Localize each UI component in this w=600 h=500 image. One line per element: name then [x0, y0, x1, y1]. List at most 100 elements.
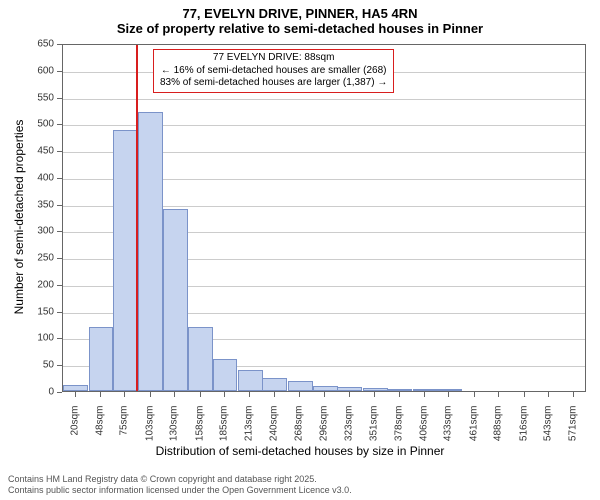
x-tick-mark — [274, 392, 275, 397]
y-tick-mark — [57, 231, 62, 232]
x-tick-mark — [474, 392, 475, 397]
footer-line2: Contains public sector information licen… — [8, 485, 352, 496]
x-tick-mark — [498, 392, 499, 397]
x-tick-mark — [548, 392, 549, 397]
x-tick-label: 20sqm — [69, 406, 80, 456]
x-tick-mark — [124, 392, 125, 397]
histogram-bar — [188, 327, 213, 391]
gridline — [63, 99, 585, 100]
y-tick-mark — [57, 178, 62, 179]
y-tick-mark — [57, 124, 62, 125]
y-tick-label: 50 — [0, 360, 54, 371]
x-tick-label: 185sqm — [218, 406, 229, 456]
x-tick-mark — [299, 392, 300, 397]
x-tick-mark — [100, 392, 101, 397]
histogram-bar — [89, 327, 114, 391]
x-tick-mark — [75, 392, 76, 397]
histogram-bar — [138, 112, 163, 391]
x-tick-label: 351sqm — [369, 406, 380, 456]
y-tick-mark — [57, 312, 62, 313]
histogram-bar — [163, 209, 188, 391]
annotation-line: 77 EVELYN DRIVE: 88sqm — [160, 52, 387, 65]
histogram-bar — [437, 389, 462, 391]
x-tick-mark — [524, 392, 525, 397]
x-tick-mark — [249, 392, 250, 397]
x-tick-mark — [374, 392, 375, 397]
annotation-box: 77 EVELYN DRIVE: 88sqm← 16% of semi-deta… — [153, 49, 394, 93]
x-tick-label: 323sqm — [343, 406, 354, 456]
y-tick-label: 400 — [0, 172, 54, 183]
histogram-bar — [213, 359, 238, 391]
x-tick-label: 433sqm — [443, 406, 454, 456]
histogram-bar — [113, 130, 138, 391]
histogram-bar — [262, 378, 287, 391]
footer-line1: Contains HM Land Registry data © Crown c… — [8, 474, 352, 485]
y-tick-label: 300 — [0, 226, 54, 237]
x-tick-label: 48sqm — [95, 406, 106, 456]
y-tick-label: 550 — [0, 92, 54, 103]
histogram-bar — [337, 387, 362, 391]
property-marker-line — [136, 45, 138, 391]
y-tick-mark — [57, 205, 62, 206]
y-tick-mark — [57, 338, 62, 339]
y-tick-mark — [57, 44, 62, 45]
x-tick-label: 543sqm — [542, 406, 553, 456]
x-tick-mark — [399, 392, 400, 397]
x-tick-label: 406sqm — [419, 406, 430, 456]
x-tick-label: 378sqm — [393, 406, 404, 456]
annotation-line: ← 16% of semi-detached houses are smalle… — [160, 65, 387, 78]
x-tick-mark — [448, 392, 449, 397]
y-tick-mark — [57, 98, 62, 99]
y-tick-label: 500 — [0, 119, 54, 130]
y-tick-label: 0 — [0, 387, 54, 398]
x-tick-label: 461sqm — [468, 406, 479, 456]
plot-area: 77 EVELYN DRIVE: 88sqm← 16% of semi-deta… — [62, 44, 586, 392]
y-tick-label: 350 — [0, 199, 54, 210]
y-tick-mark — [57, 392, 62, 393]
y-tick-mark — [57, 151, 62, 152]
x-tick-label: 103sqm — [144, 406, 155, 456]
x-tick-label: 296sqm — [319, 406, 330, 456]
x-tick-label: 571sqm — [568, 406, 579, 456]
histogram-bar — [288, 381, 313, 391]
x-tick-label: 130sqm — [169, 406, 180, 456]
x-tick-label: 213sqm — [244, 406, 255, 456]
x-tick-mark — [200, 392, 201, 397]
chart-title-line2: Size of property relative to semi-detach… — [0, 21, 600, 36]
y-tick-label: 200 — [0, 279, 54, 290]
y-tick-label: 450 — [0, 146, 54, 157]
x-tick-mark — [573, 392, 574, 397]
x-tick-mark — [349, 392, 350, 397]
x-tick-label: 75sqm — [119, 406, 130, 456]
x-tick-mark — [324, 392, 325, 397]
y-tick-label: 600 — [0, 65, 54, 76]
histogram-bar — [413, 389, 438, 391]
y-tick-label: 100 — [0, 333, 54, 344]
y-tick-label: 150 — [0, 306, 54, 317]
footer-attribution: Contains HM Land Registry data © Crown c… — [8, 474, 352, 496]
histogram-bar — [387, 389, 412, 391]
y-tick-mark — [57, 285, 62, 286]
histogram-bar — [63, 385, 88, 391]
chart-title-line1: 77, EVELYN DRIVE, PINNER, HA5 4RN — [0, 6, 600, 21]
y-tick-label: 250 — [0, 253, 54, 264]
x-tick-mark — [424, 392, 425, 397]
x-tick-mark — [224, 392, 225, 397]
annotation-line: 83% of semi-detached houses are larger (… — [160, 77, 387, 90]
y-tick-mark — [57, 365, 62, 366]
histogram-bar — [238, 370, 263, 391]
x-tick-label: 240sqm — [268, 406, 279, 456]
histogram-bar — [313, 386, 338, 391]
y-axis-title: Number of semi-detached properties — [12, 67, 26, 367]
x-tick-mark — [174, 392, 175, 397]
title-block: 77, EVELYN DRIVE, PINNER, HA5 4RN Size o… — [0, 0, 600, 36]
x-tick-label: 268sqm — [294, 406, 305, 456]
x-tick-mark — [150, 392, 151, 397]
x-tick-label: 516sqm — [518, 406, 529, 456]
y-tick-mark — [57, 258, 62, 259]
x-tick-label: 488sqm — [493, 406, 504, 456]
y-tick-label: 650 — [0, 39, 54, 50]
histogram-bar — [363, 388, 388, 391]
y-tick-mark — [57, 71, 62, 72]
x-tick-label: 158sqm — [194, 406, 205, 456]
